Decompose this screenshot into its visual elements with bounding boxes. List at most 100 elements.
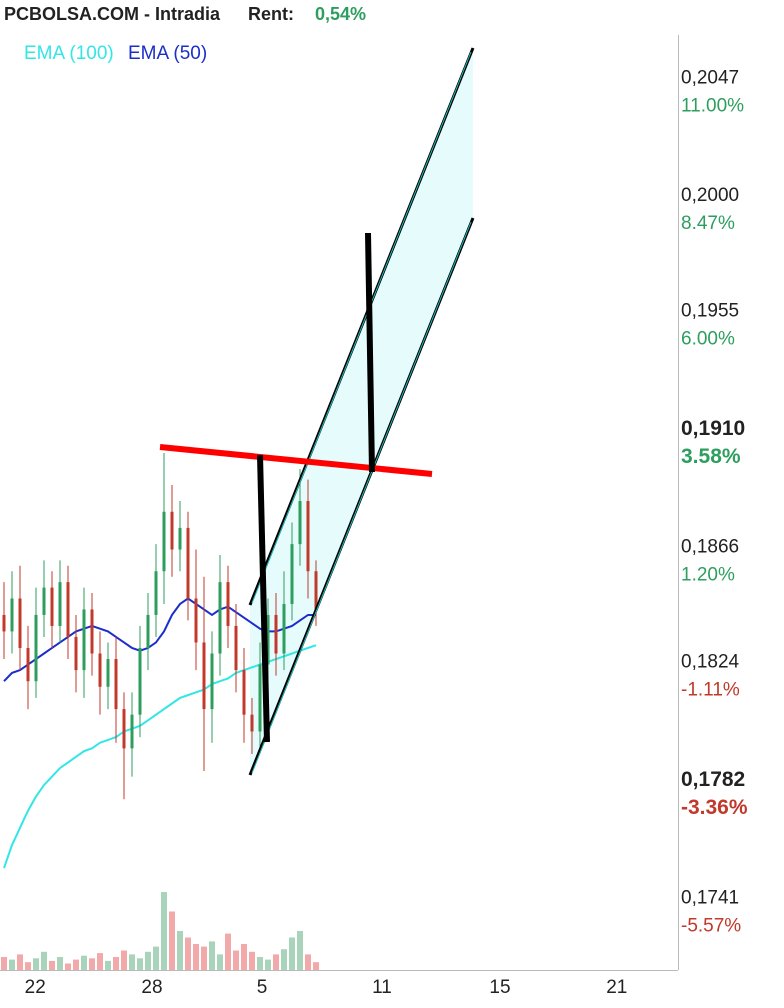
y-tick-label: 0,1824 [681,652,740,673]
candle-body [314,571,318,610]
candle-body [82,609,86,671]
flagpole-2 [365,232,375,473]
y-change-label: 8.47% [681,213,735,234]
candle-body [202,642,206,710]
resistance-line [159,444,433,477]
volume-bar [297,931,303,970]
candle-body [90,609,94,654]
y-tick-label: 0,2047 [681,68,739,89]
candle-body [74,636,78,671]
volume-bar [113,957,119,970]
legend-entry: EMA (100) [24,43,114,64]
y-change-label: -5.57% [681,916,741,937]
volume-bar [1,957,7,970]
legend: EMA (100) EMA (50) [24,43,207,64]
volume-bar [17,954,23,970]
volume-bar [105,960,111,970]
candle-body [130,714,134,749]
candle-body [210,653,214,710]
candle-body [298,501,302,545]
volume-bar [89,958,95,970]
volume-bar [185,937,191,970]
volume-bar [121,950,127,970]
candle-body [18,598,22,648]
channel-lower-inner [251,221,472,774]
candle-body [194,598,198,643]
volume-bar [257,957,263,970]
candle-body [146,614,150,648]
volume-bar [193,944,199,970]
candle-body [218,582,222,654]
candle-body [154,571,158,615]
volume-bar [217,954,223,970]
volume-bar [129,954,135,970]
candle-body [42,587,46,615]
candle-body [250,714,254,732]
volume-bar [97,953,103,970]
candle-body [226,582,230,626]
candle-body [242,670,246,715]
header-rent-label: Rent: [248,4,294,24]
y-tick-label: 0,2000 [681,185,739,206]
volume-bar [169,911,175,970]
volume-bar [305,954,311,970]
y-change-label: 6.00% [681,328,735,349]
x-tick-label: 11 [372,977,392,998]
volume-bar [81,955,87,970]
volume-bar [281,949,287,970]
candle-body [106,659,110,687]
x-tick-label: 15 [489,977,510,998]
volume-bar [57,957,63,970]
flagpole-1 [257,454,270,743]
volume [1,892,319,970]
candle-body [10,598,14,632]
volume-bar [273,954,279,970]
volume-bar [41,951,47,970]
candle-body [34,614,38,682]
y-tick-label: 0,1782 [681,768,745,791]
header-title: PCBOLSA.COM - Intradia [4,4,221,24]
volume-bar [33,958,39,970]
candle-body [170,511,174,550]
channel-fill [250,48,473,775]
volume-bar [233,950,239,970]
candle-body [178,527,182,550]
volume-bar [25,962,31,970]
candle-body [2,614,6,632]
x-tick-label: 28 [141,977,162,998]
y-tick-label: 0,1955 [681,300,739,321]
x-tick-label: 21 [606,977,627,998]
y-change-label: 11.00% [681,96,744,117]
candle-body [26,647,30,682]
candles [2,452,318,800]
candle-body [98,653,102,687]
y-change-label: 3.58% [681,445,741,468]
candle-body [58,582,62,626]
y-change-label: -1.11% [681,680,740,701]
volume-bar [289,937,295,970]
candle-body [50,587,54,626]
candle-body [186,527,190,599]
volume-bar [49,960,55,970]
axes: 0,2047 11.00% 0,2000 8.47% 0,1955 6.00% 0,1910… [25,68,748,998]
y-tick-label: 0,1866 [681,536,739,557]
volume-bar [209,941,215,970]
volume-bar [313,962,319,970]
candle-body [274,614,278,654]
volume-bar [73,959,79,970]
candle-body [290,544,294,604]
volume-bar [249,951,255,970]
candle-body [122,709,126,749]
volume-bar [9,959,15,970]
candle-body [258,664,262,732]
candle-body [282,603,286,654]
volume-bar [225,933,231,970]
candle-body [162,511,166,572]
x-tick-label: 22 [25,977,46,998]
volume-bar [145,951,151,970]
candle-body [306,501,310,572]
candle-body [266,614,270,665]
